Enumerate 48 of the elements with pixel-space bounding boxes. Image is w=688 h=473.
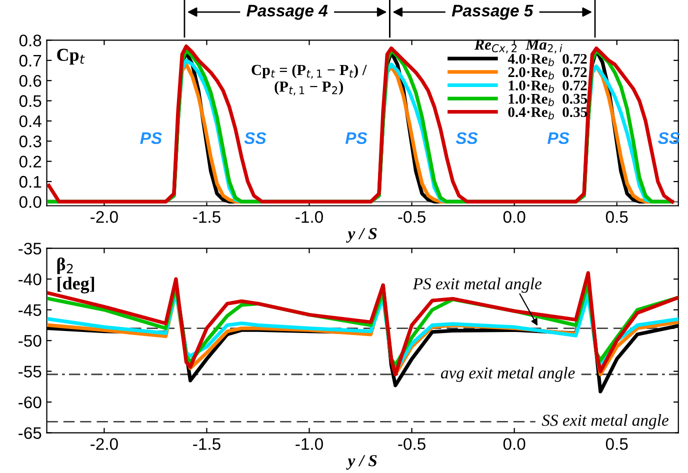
x-tick-label: -1.0 [296,211,323,223]
y-tick-label: 0.7 [19,54,42,67]
y-tick-label: -40 [18,273,42,286]
x-tick-label: 0.0 [503,438,526,450]
x-tick-label: -1.5 [193,211,220,223]
y-axis-title: β$_{2}$ [deg] [57,258,94,294]
x-tick-label: -2.0 [90,438,118,450]
y-tick-label: 0.8 [19,34,42,46]
x-tick-label: -1.5 [193,438,220,450]
annotation: PS [140,132,162,144]
x-axis-title: y / S [346,455,377,470]
x-tick-label: -2.0 [90,211,118,223]
y-tick-label: 0.3 [19,136,42,148]
y-tick-label: 0.0 [19,196,42,208]
annotation: PS [345,132,368,144]
annotation: PS exit metal angle [412,278,542,293]
y-tick-label: -50 [18,334,42,347]
text: Passage 4 [246,4,328,20]
y-tick-label: 0.2 [19,156,42,168]
y-tick-label: -60 [18,396,42,408]
x-axis-title: y / S [346,228,377,243]
ref-line-label: avg exit metal angle [441,366,575,382]
legend-label: 1.0·Re$_{b}$ 0.35 [508,94,588,106]
legend-label: 4.0·Re$_{b}$ 0.72 [508,54,587,66]
annotation: SS [244,132,266,144]
ref-line-label: SS exit metal angle [542,414,669,430]
x-tick-label: 0.5 [606,438,628,450]
annotation: SS [456,132,478,144]
y-tick-label: 0.5 [19,95,42,107]
y-tick-label: -35 [18,242,42,255]
annotation: PS [548,132,570,144]
y-tick-label: 0.1 [19,176,42,188]
legend-label: 1.0·Re$_{b}$ 0.72 [508,80,587,93]
y-tick-label: 0.4 [19,115,42,128]
legend-label: 2.0·Re$_{b}$ 0.72 [508,67,587,80]
x-tick-label: 0.5 [606,211,628,223]
text: Cp$_{t}$ = (P$_{t,1}$ − P$_{t}$) / (P$_{t,1}$ − P$_{2}$) [252,64,367,96]
x-tick-label: -1.0 [296,438,323,450]
legend-title: Re$_{Cx,2}$ Ma$_{2,i}$ [474,40,562,54]
x-tick-label: 0.0 [503,211,526,223]
y-tick-label: -45 [18,304,42,316]
y-axis-title: Cp$_{t}$ [57,48,85,65]
text: Passage 5 [452,4,534,20]
x-tick-label: -0.5 [398,211,426,223]
y-tick-label: -65 [18,427,42,439]
y-tick-label: 0.6 [19,74,42,87]
x-tick-label: -0.5 [398,438,426,450]
y-tick-label: -55 [18,366,42,378]
